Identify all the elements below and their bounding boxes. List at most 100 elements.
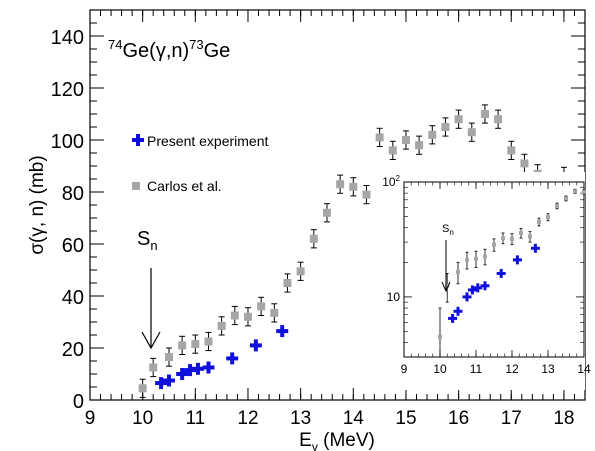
inset-carlos-point (483, 248, 487, 266)
carlos-point (243, 307, 252, 327)
y-tick-label: 80 (62, 183, 84, 205)
carlos-point (149, 357, 158, 378)
present-point (155, 377, 168, 390)
inset-carlos-point (546, 213, 550, 222)
carlos-marker (164, 353, 173, 362)
carlos-marker (270, 308, 279, 317)
inset-present-marker-v (533, 243, 537, 253)
inset-axis-ticks: 9 10 11 12 13 14 10 102 (382, 174, 591, 376)
inset-carlos-point (492, 238, 496, 252)
carlos-marker (309, 234, 318, 243)
legend-marker-carlos (132, 182, 140, 190)
carlos-marker (230, 311, 239, 320)
inset-y-tick-label: 102 (382, 174, 400, 189)
carlos-point (454, 109, 463, 129)
carlos-point (441, 117, 450, 137)
y-tick-label: 20 (62, 339, 84, 361)
inset-x-tick-label: 11 (470, 362, 483, 376)
x-tick-label: 13 (290, 408, 311, 429)
inset-frame (403, 181, 585, 358)
present-point (276, 325, 289, 338)
present-point (162, 374, 175, 387)
inset-carlos-marker (573, 189, 577, 194)
inset-present-marker-v (515, 255, 519, 265)
inset-x-tick-label: 12 (505, 362, 519, 376)
carlos-point (322, 203, 331, 223)
present-point (249, 339, 262, 352)
carlos-point (178, 335, 187, 355)
inset-carlos-point (474, 250, 478, 268)
inset-carlos-marker (474, 256, 478, 261)
inset-present-marker-v (456, 306, 460, 316)
carlos-point (296, 261, 305, 281)
carlos-marker (428, 130, 437, 139)
carlos-marker (191, 340, 200, 349)
inset-carlos-marker (564, 196, 568, 201)
inset-carlos-point (438, 307, 442, 358)
present-marker-v (180, 368, 185, 380)
present-point (184, 364, 197, 377)
carlos-marker (362, 190, 371, 199)
inset-carlos-marker (528, 234, 532, 239)
carlos-marker (507, 146, 516, 155)
x-tick-label: 12 (237, 408, 258, 429)
reaction-label: 74Ge(γ,n)73Ge (108, 37, 230, 62)
carlos-point (428, 125, 437, 145)
carlos-marker (178, 341, 187, 350)
inset-carlos-marker (445, 283, 450, 288)
carlos-point (230, 305, 239, 326)
y-tick-label: 0 (73, 391, 84, 413)
carlos-point (375, 127, 384, 147)
y-axis-label: σ(γ, n) (mb) (27, 155, 48, 254)
x-tick-label: 9 (85, 408, 96, 429)
x-tick-label: 16 (448, 408, 469, 429)
y-tick-label: 140 (51, 27, 84, 49)
inset-carlos-series (438, 188, 586, 358)
x-tick-label: 11 (185, 408, 205, 429)
present-marker-v (253, 339, 258, 352)
sn-arrow-head (141, 331, 161, 350)
carlos-point (257, 296, 266, 316)
present-series (155, 325, 289, 390)
present-point (191, 362, 204, 375)
present-point (226, 352, 239, 365)
inset-present-marker-v (451, 313, 455, 323)
inset-plot: 9 10 11 12 13 14 10 102 Sn (382, 172, 591, 390)
present-point (176, 368, 189, 380)
present-marker-v (188, 364, 193, 377)
carlos-point (336, 174, 345, 194)
present-marker-v (195, 362, 200, 375)
x-tick-label: 18 (553, 408, 574, 429)
inset-carlos-marker (555, 203, 559, 208)
inset-carlos-marker (546, 215, 550, 220)
carlos-marker (283, 279, 292, 287)
inset-present-point (453, 306, 463, 316)
carlos-point (467, 122, 476, 142)
x-axis-label: Eγ (MeV) (299, 430, 375, 451)
x-tick-label: 10 (132, 408, 153, 429)
carlos-point (494, 109, 503, 129)
carlos-marker (401, 136, 410, 144)
present-marker-v (206, 361, 211, 374)
inset-present-series (448, 243, 540, 323)
carlos-marker (520, 159, 529, 168)
inset-present-point (512, 255, 522, 265)
y-tick-label: 120 (51, 79, 84, 101)
carlos-marker (217, 321, 226, 330)
present-marker-v (230, 352, 235, 365)
inset-carlos-point (582, 189, 586, 195)
inset-present-marker-v (465, 292, 469, 302)
inset-carlos-marker (483, 254, 487, 259)
legend-marker-present (132, 134, 144, 146)
inset-carlos-point (465, 251, 469, 270)
x-tick-label: 15 (395, 408, 416, 429)
sn-annotation: Sn (137, 228, 161, 350)
inset-carlos-point (510, 233, 514, 246)
inset-carlos-point (573, 188, 577, 194)
carlos-point (309, 229, 318, 249)
inset-carlos-marker (510, 236, 514, 241)
carlos-point (270, 303, 279, 323)
carlos-marker (257, 302, 266, 311)
inset-present-point (467, 285, 477, 295)
inset-y-tick-label: 10 (387, 290, 401, 304)
